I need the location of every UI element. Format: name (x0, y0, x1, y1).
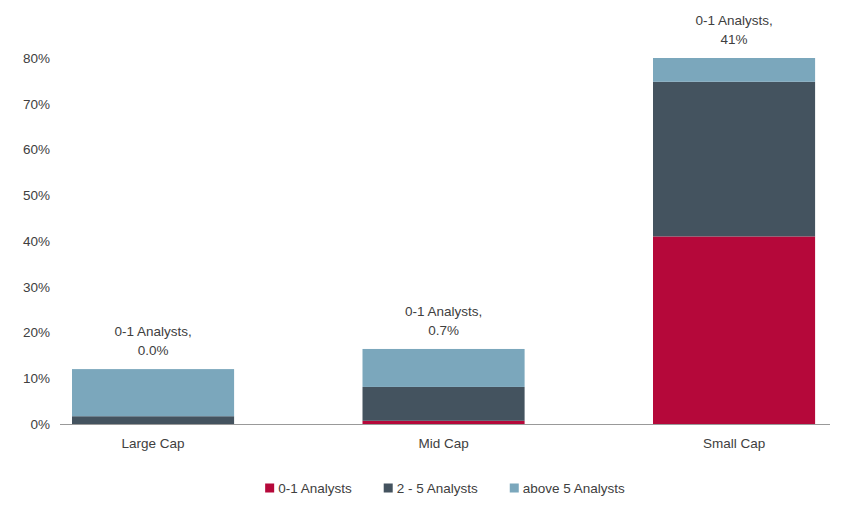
value-label: 0.0% (138, 343, 169, 358)
x-tick: Mid Cap (418, 424, 468, 451)
annotation: 0-1 Analysts, (405, 304, 482, 319)
y-tick: 30% (23, 280, 60, 295)
bar-segment (363, 349, 525, 387)
y-tick: 20% (23, 325, 60, 340)
data-label: 0-1 Analysts, 41% (695, 13, 772, 47)
y-tick: 80% (23, 51, 60, 66)
x-axis: Large Cap Mid Cap Small Cap (60, 424, 830, 451)
x-axis-line (60, 424, 830, 425)
y-tick: 10% (23, 371, 60, 386)
y-tick: 70% (23, 97, 60, 112)
x-tick: Large Cap (122, 424, 185, 451)
value-label: 41% (721, 32, 748, 47)
legend-item: 2 - 5 Analysts (384, 481, 478, 496)
data-label: 0-1 Analysts, 0.7% (405, 304, 482, 338)
bar-segment (653, 58, 815, 82)
y-tick: 0% (30, 417, 60, 432)
bars (72, 58, 815, 424)
bar-segment (653, 82, 815, 237)
legend-label: 0-1 Analysts (278, 481, 352, 496)
chart: 0% 10% 20% 30% 40% 50% 60% 70% 80% Large Cap Mid C… (0, 0, 855, 512)
y-tick-label: 70% (23, 97, 50, 112)
data-label: 0-1 Analysts, 0.0% (114, 324, 191, 358)
annotation: 0-1 Analysts, (695, 13, 772, 28)
data-labels: 0-1 Analysts,0.0%0-1 Analysts,0.7%0-1 An… (114, 13, 772, 358)
x-tick-label: Mid Cap (418, 436, 468, 451)
bar-segment (72, 416, 234, 424)
y-tick: 40% (23, 234, 60, 249)
legend-swatch (384, 484, 393, 493)
y-tick: 60% (23, 142, 60, 157)
bar-segment (363, 421, 525, 424)
y-tick-label: 50% (23, 188, 50, 203)
bar-segment (363, 387, 525, 421)
y-tick-label: 0% (30, 417, 50, 432)
y-tick-label: 20% (23, 325, 50, 340)
x-tick-label: Small Cap (703, 436, 765, 451)
bar-segment (72, 369, 234, 416)
y-tick-label: 10% (23, 371, 50, 386)
legend-swatch (510, 484, 519, 493)
value-label: 0.7% (428, 323, 459, 338)
y-tick-label: 40% (23, 234, 50, 249)
legend-label: above 5 Analysts (523, 481, 625, 496)
y-tick-label: 60% (23, 142, 50, 157)
y-tick-label: 30% (23, 280, 50, 295)
y-tick-label: 80% (23, 51, 50, 66)
legend-swatch (265, 484, 274, 493)
legend-label: 2 - 5 Analysts (397, 481, 478, 496)
x-tick: Small Cap (703, 424, 765, 451)
legend-item: 0-1 Analysts (265, 481, 352, 496)
y-tick: 50% (23, 188, 60, 203)
y-axis: 0% 10% 20% 30% 40% 50% 60% 70% 80% (23, 51, 60, 432)
legend: 0-1 Analysts 2 - 5 Analysts above 5 Analys… (265, 481, 625, 496)
legend-item: above 5 Analysts (510, 481, 625, 496)
annotation: 0-1 Analysts, (114, 324, 191, 339)
bar-segment (653, 236, 815, 424)
x-tick-label: Large Cap (122, 436, 185, 451)
